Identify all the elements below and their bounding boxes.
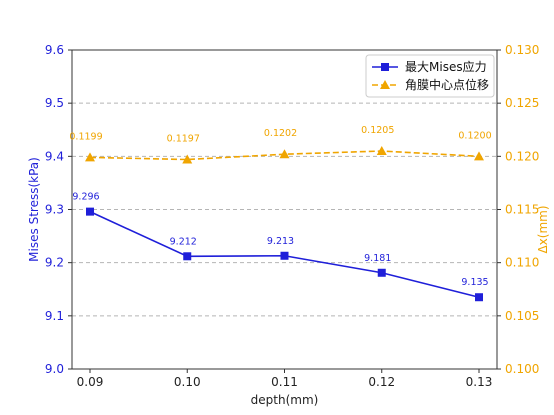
- legend: 最大Mises应力 角膜中心点位移: [365, 54, 495, 98]
- x-tick-label: 0.10: [174, 375, 201, 389]
- data-label-stress: 9.296: [72, 192, 99, 203]
- legend-swatch-stress-marker: [381, 63, 389, 71]
- marker-displacement: [182, 154, 193, 164]
- marker-stress: [377, 268, 386, 277]
- x-tick-label: 0.12: [368, 375, 395, 389]
- data-label-displacement: 0.1202: [264, 128, 297, 139]
- left-y-tick-label: 9.4: [45, 149, 64, 163]
- data-label-displacement: 0.1205: [361, 125, 394, 136]
- right-y-tick-label: 0.110: [505, 256, 539, 270]
- left-y-tick-label: 9.5: [45, 96, 64, 110]
- x-tick-label: 0.11: [271, 375, 298, 389]
- right-y-tick-label: 0.105: [505, 309, 539, 323]
- right-y-tick-label: 0.130: [505, 43, 539, 57]
- data-labels: 9.296 9.212 9.213 9.181 9.135 0.1199 0.1197 0.1…: [69, 125, 491, 288]
- right-y-tick-label: 0.125: [505, 96, 539, 110]
- left-y-axis-label: Mises Stress(kPa): [27, 157, 41, 262]
- x-tick-label: 0.09: [77, 375, 104, 389]
- right-y-axis-label: Δx(mm): [536, 205, 550, 253]
- legend-label-displacement: 角膜中心点位移: [405, 77, 489, 92]
- left-y-tick-label: 9.1: [45, 309, 64, 323]
- marker-stress: [86, 207, 94, 216]
- data-label-stress: 9.181: [364, 253, 391, 264]
- x-tick-label: 0.13: [466, 375, 493, 389]
- legend-label-stress: 最大Mises应力: [405, 59, 487, 74]
- data-label-stress: 9.212: [170, 236, 197, 247]
- right-y-tick-label: 0.100: [505, 362, 539, 376]
- marker-stress: [280, 251, 289, 260]
- marker-stress: [475, 293, 483, 302]
- left-y-tick-label: 9.6: [45, 43, 64, 57]
- left-y-tick-label: 9.0: [45, 362, 64, 376]
- right-y-tick-label: 0.120: [505, 149, 539, 163]
- marker-displacement: [85, 152, 95, 162]
- legend-swatch-displacement-marker: [380, 80, 390, 89]
- marker-stress: [183, 252, 192, 261]
- data-label-stress: 9.135: [461, 277, 488, 288]
- marker-displacement: [474, 151, 484, 161]
- marker-displacement: [279, 149, 290, 159]
- left-y-tick-label: 9.3: [45, 203, 64, 217]
- data-label-displacement: 0.1199: [69, 131, 102, 142]
- marker-displacement: [376, 146, 387, 156]
- right-y-tick-label: 0.115: [505, 203, 539, 217]
- data-label-displacement: 0.1200: [458, 130, 491, 141]
- axis-ticks: 9.0 9.1 9.2 9.3 9.4 9.5 9.6 0.100 0.105 0.110 0.11…: [45, 43, 539, 389]
- data-label-stress: 9.213: [267, 236, 294, 247]
- left-y-tick-label: 9.2: [45, 256, 64, 270]
- x-axis-label: depth(mm): [251, 393, 319, 407]
- data-label-displacement: 0.1197: [167, 134, 200, 145]
- series: [85, 146, 484, 302]
- legend-box: [365, 54, 495, 98]
